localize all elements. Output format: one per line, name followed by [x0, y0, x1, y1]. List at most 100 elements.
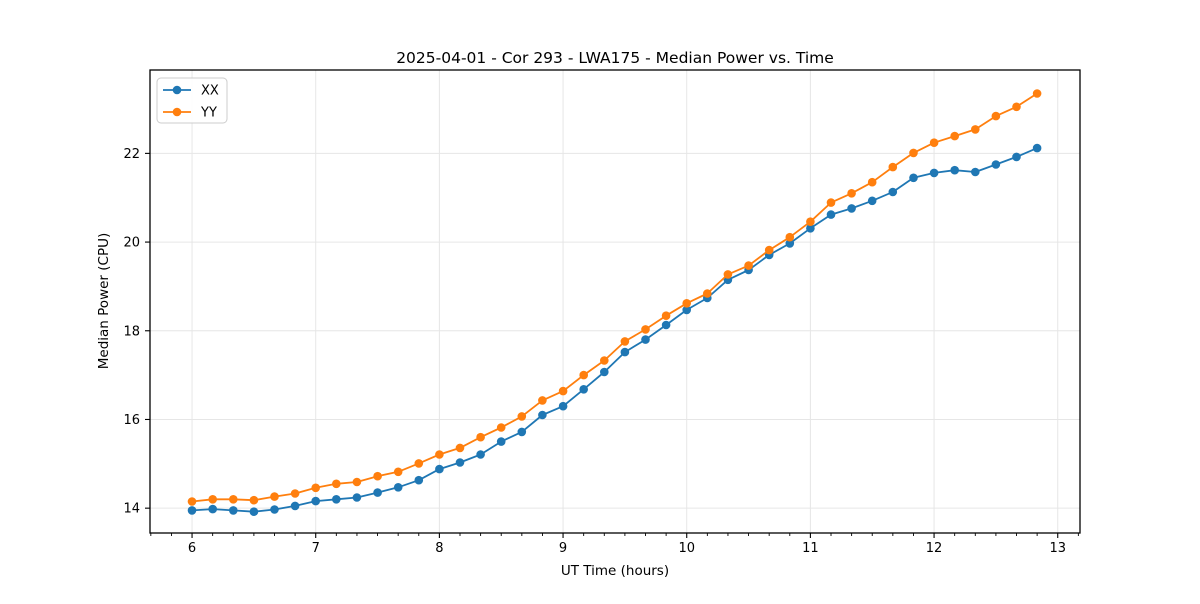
data-point-YY: [600, 356, 609, 365]
y-tick-label: 16: [123, 413, 140, 428]
data-point-YY: [455, 443, 465, 453]
data-point-YY: [929, 138, 939, 147]
data-point-YY: [847, 189, 856, 198]
chart-title: 2025-04-01 - Cor 293 - LWA175 - Median P…: [396, 49, 834, 67]
data-point-YY: [950, 131, 959, 141]
data-point-YY: [373, 471, 382, 481]
data-point-XX: [867, 196, 877, 206]
data-point-XX: [909, 173, 918, 183]
data-point-YY: [1032, 89, 1042, 98]
data-point-YY: [682, 299, 691, 308]
data-point-XX: [785, 239, 795, 248]
data-point-YY: [496, 423, 506, 432]
legend-marker: [172, 85, 182, 95]
data-point-XX: [682, 305, 691, 315]
x-tick-label: 10: [678, 541, 695, 556]
x-tick-label: 7: [312, 541, 320, 556]
data-point-XX: [1012, 152, 1021, 162]
y-tick-label: 20: [123, 236, 140, 251]
data-point-YY: [826, 198, 836, 207]
data-point-XX: [455, 458, 465, 467]
legend-marker: [172, 107, 182, 117]
x-tick-label: 8: [435, 541, 443, 556]
data-point-YY: [352, 477, 362, 487]
data-point-XX: [620, 347, 630, 357]
data-point-XX: [414, 475, 424, 485]
data-point-YY: [332, 479, 341, 489]
data-point-YY: [435, 450, 444, 459]
grid-lines: [150, 70, 1080, 533]
data-point-XX: [373, 488, 382, 497]
data-point-XX: [393, 483, 403, 492]
data-point-XX: [847, 204, 856, 213]
data-point-XX: [641, 335, 650, 344]
data-point-XX: [187, 506, 197, 515]
data-point-XX: [1032, 143, 1042, 153]
data-point-YY: [558, 386, 568, 396]
data-point-YY: [764, 245, 774, 255]
data-point-XX: [558, 401, 568, 411]
data-point-YY: [393, 467, 403, 477]
data-point-YY: [867, 177, 877, 187]
axis-ticks: [145, 152, 1079, 538]
data-point-XX: [352, 493, 362, 502]
data-point-XX: [270, 505, 279, 514]
data-point-XX: [496, 437, 506, 446]
x-tick-label: 13: [1049, 541, 1066, 556]
data-point-YY: [620, 337, 630, 346]
data-point-YY: [909, 148, 918, 158]
data-point-YY: [208, 495, 217, 504]
data-point-YY: [641, 325, 650, 334]
data-point-YY: [270, 492, 279, 501]
data-point-YY: [249, 495, 259, 505]
data-point-XX: [579, 385, 588, 394]
data-point-XX: [229, 506, 238, 515]
data-point-XX: [311, 496, 321, 506]
data-point-YY: [579, 370, 588, 380]
y-tick-label: 18: [123, 324, 140, 339]
data-point-YY: [661, 311, 671, 321]
data-point-YY: [991, 111, 1001, 121]
data-point-XX: [517, 427, 527, 437]
data-point-YY: [517, 412, 527, 421]
data-point-XX: [806, 224, 815, 233]
legend-label: YY: [200, 106, 217, 121]
data-point-YY: [971, 125, 980, 134]
plot-border: [149, 69, 1081, 534]
data-point-YY: [290, 489, 300, 498]
data-point-YY: [785, 232, 795, 242]
x-tick-label: 9: [559, 541, 567, 556]
data-point-YY: [806, 217, 815, 226]
data-point-XX: [600, 367, 609, 377]
data-point-XX: [888, 187, 898, 197]
data-point-XX: [971, 167, 980, 177]
data-point-YY: [888, 162, 898, 172]
series-line-XX: [191, 147, 1038, 513]
data-point-YY: [229, 495, 238, 504]
x-tick-label: 12: [926, 541, 943, 556]
data-point-XX: [538, 410, 547, 420]
legend: XX YY: [156, 77, 228, 124]
data-point-XX: [208, 504, 217, 514]
y-tick-label: 22: [123, 147, 140, 162]
y-axis-label: Median Power (CPU): [96, 233, 112, 369]
data-point-YY: [414, 459, 424, 468]
x-axis-label: UT Time (hours): [561, 563, 669, 579]
data-point-YY: [1012, 102, 1021, 112]
data-point-YY: [538, 396, 547, 405]
data-point-XX: [476, 450, 485, 459]
data-point-XX: [290, 501, 300, 511]
data-point-XX: [991, 160, 1001, 169]
data-point-YY: [187, 497, 197, 506]
y-tick-label: 14: [123, 502, 140, 517]
x-tick-label: 11: [802, 541, 819, 556]
data-point-XX: [332, 495, 341, 504]
data-point-XX: [249, 507, 259, 516]
data-point-XX: [929, 168, 939, 178]
data-point-XX: [950, 165, 959, 175]
data-point-YY: [744, 261, 753, 270]
x-tick-label: 6: [188, 541, 196, 556]
axis-tick-labels: 6 7 8 9 10 11 12 13 14 16 18 20 22: [123, 147, 1066, 556]
